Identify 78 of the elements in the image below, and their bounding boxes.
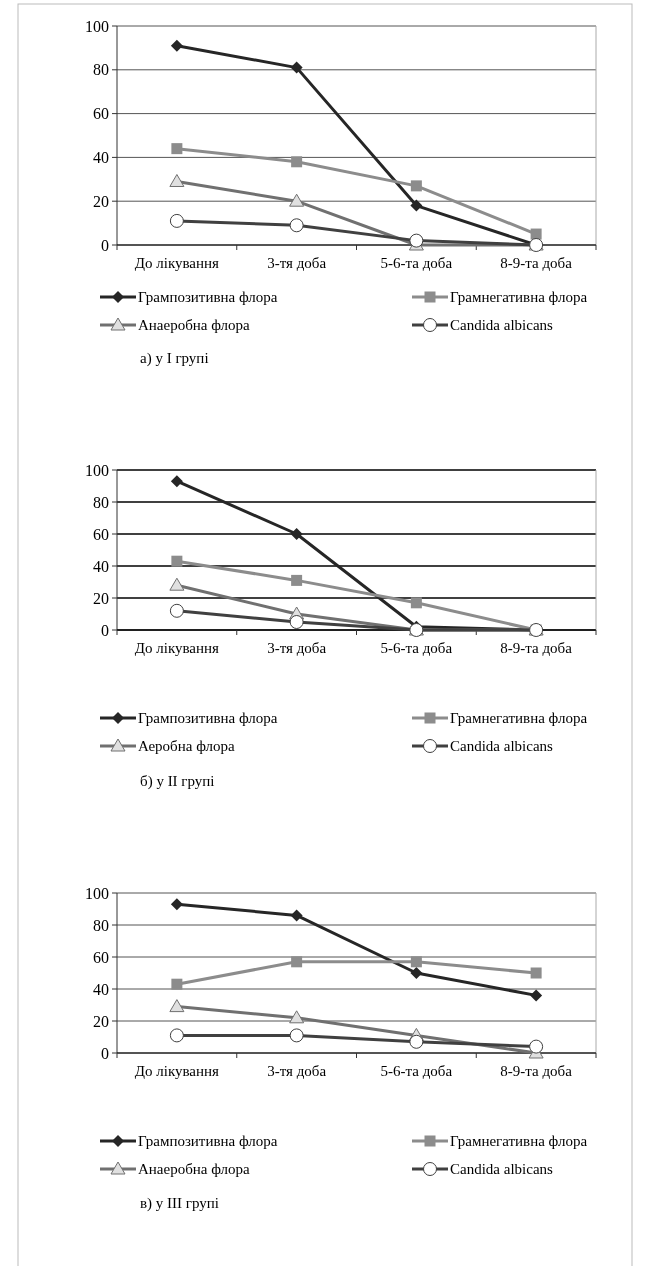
point [169, 213, 184, 228]
point [169, 1028, 184, 1043]
text: а) у І групі [140, 350, 209, 368]
x-tick-label: 5-6-та доба [380, 640, 453, 656]
point [410, 597, 422, 609]
point [289, 615, 304, 629]
y-tick-label: 80 [93, 61, 109, 79]
legend-label: Грамнегативна флора [450, 710, 588, 727]
point [171, 978, 183, 990]
point [410, 180, 422, 192]
y-tick-label: 0 [101, 621, 109, 639]
point [169, 603, 184, 618]
x-tick-label: До лікування [134, 255, 220, 271]
text: б) у ІІ групі [140, 773, 215, 791]
legend-label: Candida albicans [450, 317, 554, 334]
legend-label: Грампозитивна флора [138, 1133, 278, 1150]
point [169, 999, 185, 1013]
y-tick-label: 0 [101, 236, 109, 254]
y-tick-label: 40 [93, 557, 109, 575]
y-tick-label: 20 [93, 589, 109, 607]
point [290, 528, 303, 540]
y-tick-label: 80 [93, 493, 109, 511]
y-tick-label: 100 [85, 884, 109, 902]
x-tick-label: 8-9-та доба [500, 640, 573, 656]
point [289, 218, 304, 233]
x-tick-label: 8-9-та доба [500, 255, 573, 271]
point [170, 39, 183, 52]
y-tick-label: 60 [93, 948, 109, 966]
x-tick-label: 3-тя доба [267, 1063, 327, 1079]
y-tick-label: 20 [93, 1012, 109, 1030]
point [171, 555, 183, 567]
y-tick-label: 40 [93, 980, 109, 998]
point [530, 989, 543, 1002]
legend-label: Грамнегативна флора [450, 1133, 588, 1150]
y-tick-label: 60 [93, 525, 109, 543]
point [291, 956, 303, 968]
x-tick-label: 8-9-та доба [500, 1063, 573, 1079]
legend-label: Грампозитивна флора [138, 289, 278, 306]
legend-label: Грамнегативна флора [450, 289, 588, 306]
y-tick-label: 80 [93, 916, 109, 934]
x-tick-label: До лікування [134, 1063, 220, 1079]
point [169, 577, 185, 591]
x-tick-label: 5-6-та доба [380, 255, 453, 271]
x-tick-label: До лікування [134, 640, 220, 656]
legend-label: Анаеробна флора [138, 317, 251, 334]
y-tick-label: 0 [101, 1044, 109, 1062]
x-tick-label: 3-тя доба [267, 255, 327, 271]
point [290, 61, 303, 74]
point [289, 1028, 304, 1043]
legend-label: Candida albicans [450, 738, 554, 755]
point [290, 909, 303, 922]
x-tick-label: 3-тя доба [267, 640, 327, 656]
point [409, 1034, 424, 1049]
point [410, 199, 423, 212]
legend-label: Candida albicans [450, 1161, 554, 1178]
point [409, 233, 424, 248]
legend-label: Анаеробна флора [138, 1161, 251, 1178]
point [170, 898, 183, 911]
text: в) у ІІІ групі [140, 1195, 219, 1213]
point [171, 143, 183, 155]
point [289, 193, 305, 207]
point [170, 475, 183, 488]
legend-label: Грампозитивна флора [138, 710, 278, 727]
y-tick-label: 100 [85, 461, 109, 479]
point [529, 1039, 544, 1054]
legend-label: Аеробна флора [138, 738, 236, 755]
y-tick-label: 100 [85, 17, 109, 35]
point [291, 156, 303, 168]
point [410, 956, 422, 968]
point [410, 967, 423, 979]
x-tick-label: 5-6-та доба [380, 1063, 453, 1079]
point [289, 1010, 305, 1024]
point [530, 967, 542, 979]
point [291, 574, 303, 586]
y-tick-label: 60 [93, 105, 109, 123]
y-tick-label: 20 [93, 192, 109, 210]
y-tick-label: 40 [93, 149, 109, 166]
point [169, 173, 185, 187]
